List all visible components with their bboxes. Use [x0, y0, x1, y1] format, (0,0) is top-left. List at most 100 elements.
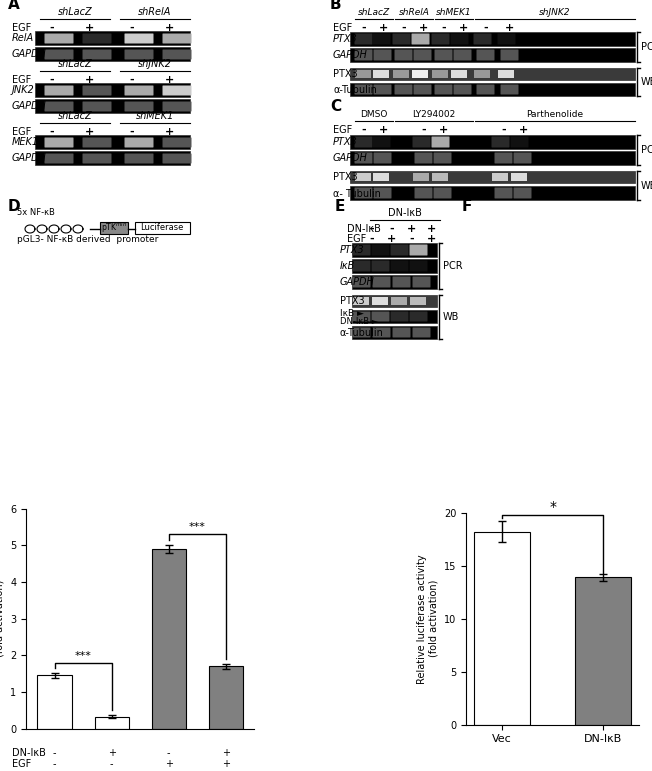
- Text: shLacZ: shLacZ: [57, 59, 93, 69]
- Text: α- Tubulin: α- Tubulin: [333, 189, 381, 199]
- FancyBboxPatch shape: [501, 85, 518, 95]
- Bar: [373, 70, 389, 78]
- FancyBboxPatch shape: [83, 86, 111, 96]
- Text: shJNK2: shJNK2: [138, 59, 172, 69]
- Text: shLacZ: shLacZ: [358, 8, 390, 17]
- Bar: [353, 297, 369, 305]
- Text: +: +: [85, 127, 95, 137]
- FancyBboxPatch shape: [497, 33, 516, 45]
- Bar: [352, 275, 437, 289]
- Bar: [498, 70, 514, 78]
- Text: GAPDH: GAPDH: [333, 153, 368, 163]
- Bar: [350, 48, 635, 62]
- Text: E: E: [335, 199, 346, 214]
- Text: +: +: [419, 23, 428, 33]
- Bar: [410, 297, 426, 305]
- Bar: [350, 83, 635, 96]
- Y-axis label: Relative luciferase activity
(fold activation): Relative luciferase activity (fold activ…: [417, 554, 439, 684]
- Text: EGF: EGF: [347, 234, 366, 244]
- Text: PTX3: PTX3: [340, 296, 364, 306]
- FancyBboxPatch shape: [391, 244, 409, 255]
- FancyBboxPatch shape: [162, 33, 192, 43]
- FancyBboxPatch shape: [391, 261, 409, 271]
- Text: PTX3: PTX3: [333, 172, 358, 182]
- FancyBboxPatch shape: [413, 85, 432, 95]
- Text: GAPDH: GAPDH: [12, 49, 47, 59]
- Text: EGF: EGF: [12, 127, 31, 137]
- FancyBboxPatch shape: [125, 33, 153, 43]
- Bar: [575, 577, 631, 725]
- Text: DN-IκB ►: DN-IκB ►: [340, 317, 378, 325]
- FancyBboxPatch shape: [413, 277, 430, 288]
- Text: +: +: [166, 23, 175, 33]
- FancyBboxPatch shape: [434, 187, 451, 198]
- FancyBboxPatch shape: [44, 33, 74, 43]
- Text: pTK$^{min}$: pTK$^{min}$: [101, 221, 127, 235]
- Text: A: A: [8, 0, 20, 12]
- Text: GAPDH: GAPDH: [12, 153, 47, 163]
- Bar: [209, 666, 243, 729]
- Text: ***: ***: [189, 521, 205, 531]
- Text: Parthenolide: Parthenolide: [526, 110, 584, 119]
- FancyBboxPatch shape: [355, 33, 372, 45]
- Text: PCR: PCR: [641, 42, 652, 52]
- Text: ***: ***: [75, 651, 91, 661]
- Text: +: +: [427, 224, 437, 234]
- Bar: [100, 222, 128, 234]
- Text: PTX3: PTX3: [333, 34, 358, 44]
- Text: DMSO: DMSO: [361, 110, 388, 119]
- Text: D: D: [8, 199, 21, 214]
- Text: Luciferase: Luciferase: [140, 224, 184, 233]
- FancyBboxPatch shape: [394, 85, 413, 95]
- Bar: [355, 70, 371, 78]
- Bar: [474, 70, 490, 78]
- Text: -: -: [484, 23, 488, 33]
- FancyBboxPatch shape: [391, 311, 409, 322]
- Bar: [432, 173, 448, 181]
- Bar: [352, 295, 437, 307]
- FancyBboxPatch shape: [372, 244, 389, 255]
- FancyBboxPatch shape: [413, 49, 432, 60]
- FancyBboxPatch shape: [162, 102, 192, 112]
- Text: -: -: [409, 234, 414, 244]
- FancyBboxPatch shape: [409, 311, 428, 322]
- FancyBboxPatch shape: [44, 153, 74, 163]
- FancyBboxPatch shape: [355, 153, 372, 163]
- Text: -: -: [130, 75, 134, 85]
- Text: DN-IκB: DN-IκB: [347, 224, 381, 234]
- Bar: [355, 173, 371, 181]
- Text: -: -: [53, 748, 56, 758]
- Bar: [352, 259, 437, 273]
- Y-axis label: Relative luciferase activity
(fold activation): Relative luciferase activity (fold activ…: [0, 554, 5, 684]
- FancyBboxPatch shape: [83, 153, 111, 163]
- Text: -: -: [167, 748, 170, 758]
- Text: -: -: [402, 23, 406, 33]
- Text: DN-IκB: DN-IκB: [12, 748, 46, 758]
- Text: -: -: [390, 224, 394, 234]
- Text: -: -: [441, 23, 447, 33]
- Text: -: -: [362, 23, 366, 33]
- Text: -: -: [130, 127, 134, 137]
- FancyBboxPatch shape: [162, 153, 192, 163]
- Text: PTX3: PTX3: [333, 137, 358, 147]
- Text: +: +: [505, 23, 514, 33]
- Text: F: F: [462, 199, 473, 214]
- FancyBboxPatch shape: [353, 277, 370, 288]
- Text: +: +: [108, 748, 115, 758]
- FancyBboxPatch shape: [432, 33, 449, 45]
- Text: LY294002: LY294002: [412, 110, 456, 119]
- FancyBboxPatch shape: [44, 137, 74, 147]
- Text: -: -: [370, 224, 374, 234]
- Text: +: +: [222, 748, 230, 758]
- FancyBboxPatch shape: [372, 277, 391, 288]
- FancyBboxPatch shape: [501, 49, 518, 60]
- Bar: [35, 99, 190, 113]
- FancyBboxPatch shape: [372, 33, 391, 45]
- Bar: [350, 32, 635, 46]
- FancyBboxPatch shape: [394, 49, 413, 60]
- Text: +: +: [387, 234, 396, 244]
- Text: *: *: [549, 500, 556, 514]
- FancyBboxPatch shape: [83, 102, 111, 112]
- FancyBboxPatch shape: [434, 49, 452, 60]
- Text: -: -: [130, 23, 134, 33]
